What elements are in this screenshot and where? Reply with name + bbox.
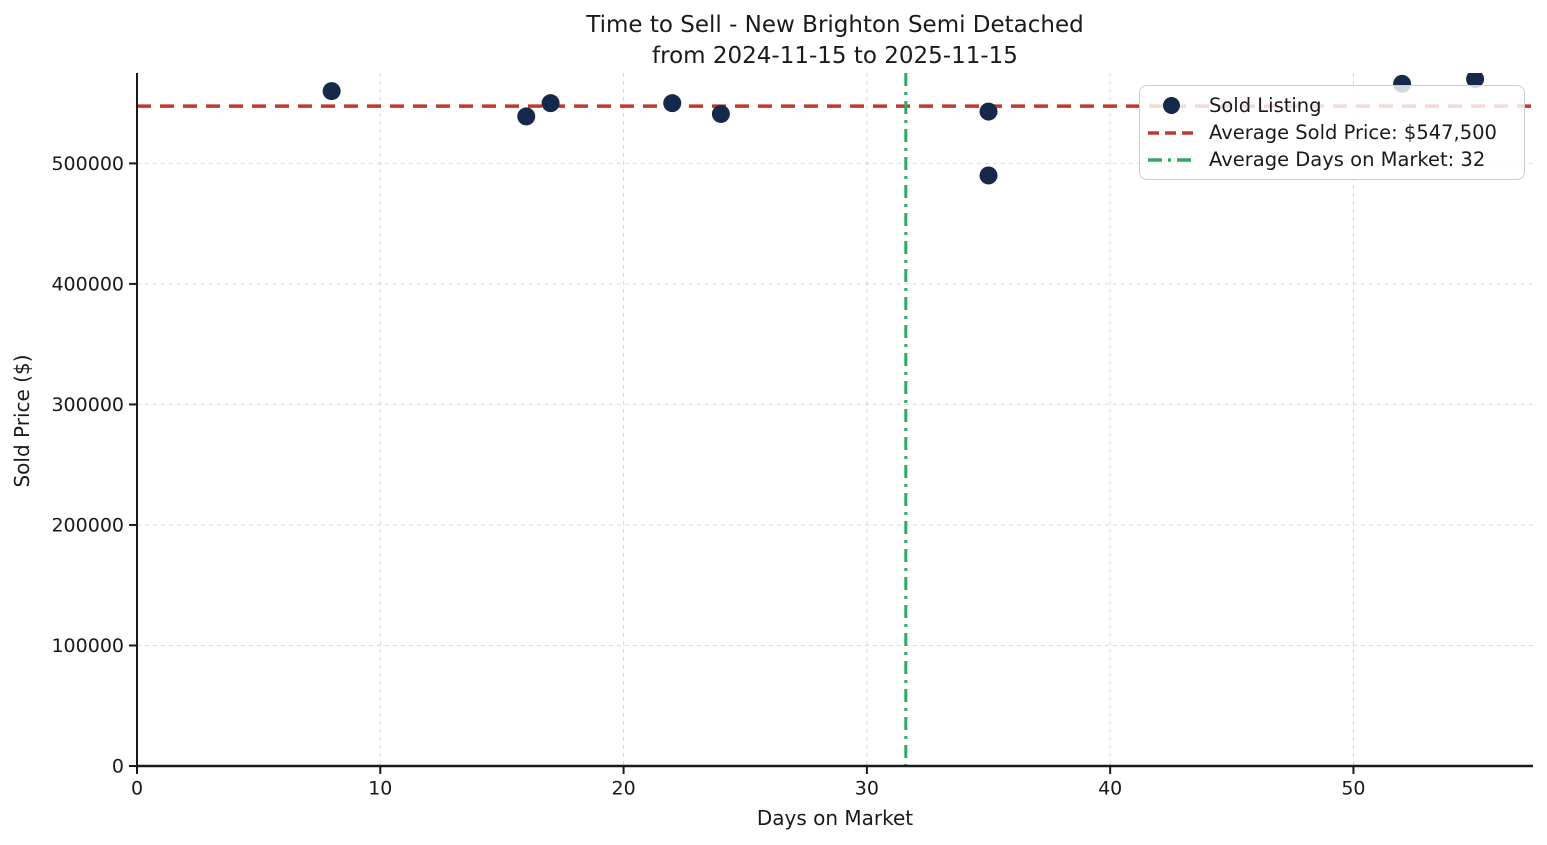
x-tick-label: 10: [368, 778, 392, 800]
legend-row-avg-days: Average Days on Market: 32: [1148, 146, 1518, 173]
legend: Sold Listing Average Sold Price: $547,50…: [1139, 85, 1525, 180]
legend-label-avg-price: Average Sold Price: $547,500: [1209, 121, 1497, 144]
y-tick-label: 100000: [51, 635, 124, 657]
sold-listing-marker-icon: [1148, 97, 1194, 114]
x-tick-label: 20: [611, 778, 635, 800]
legend-row-avg-price: Average Sold Price: $547,500: [1148, 119, 1518, 146]
x-tick-label: 0: [131, 778, 143, 800]
chart-title-line2: from 2024-11-15 to 2025-11-15: [652, 43, 1018, 69]
avg-price-dashed-line-icon: [1148, 130, 1194, 136]
x-tick-label: 40: [1098, 778, 1122, 800]
y-tick-label: 300000: [51, 394, 124, 416]
x-tick-label: 30: [855, 778, 879, 800]
sold-listing-point: [541, 94, 560, 113]
sold-listing-point: [322, 82, 341, 101]
legend-label-sold-listing: Sold Listing: [1209, 94, 1322, 117]
y-tick-label: 200000: [51, 514, 124, 536]
legend-row-sold-listing: Sold Listing: [1148, 92, 1518, 119]
sold-listing-point: [711, 104, 730, 123]
x-tick-label: 50: [1341, 778, 1365, 800]
sold-listing-point: [517, 107, 536, 126]
y-axis-label: Sold Price ($): [10, 354, 34, 488]
chart-title: Time to Sell - New Brighton Semi Detache…: [137, 10, 1533, 72]
sold-listing-point: [663, 94, 682, 113]
x-axis-label: Days on Market: [756, 806, 914, 830]
legend-label-avg-days: Average Days on Market: 32: [1209, 148, 1486, 171]
sold-listing-point: [1466, 73, 1485, 89]
sold-listing-point: [979, 102, 998, 121]
avg-days-dashdot-line-icon: [1148, 157, 1194, 163]
y-tick-label: 0: [112, 755, 124, 777]
y-tick-label: 400000: [51, 273, 124, 295]
sold-listing-point: [979, 166, 998, 185]
chart-title-line1: Time to Sell - New Brighton Semi Detache…: [586, 12, 1084, 38]
y-tick-label: 500000: [51, 153, 124, 175]
